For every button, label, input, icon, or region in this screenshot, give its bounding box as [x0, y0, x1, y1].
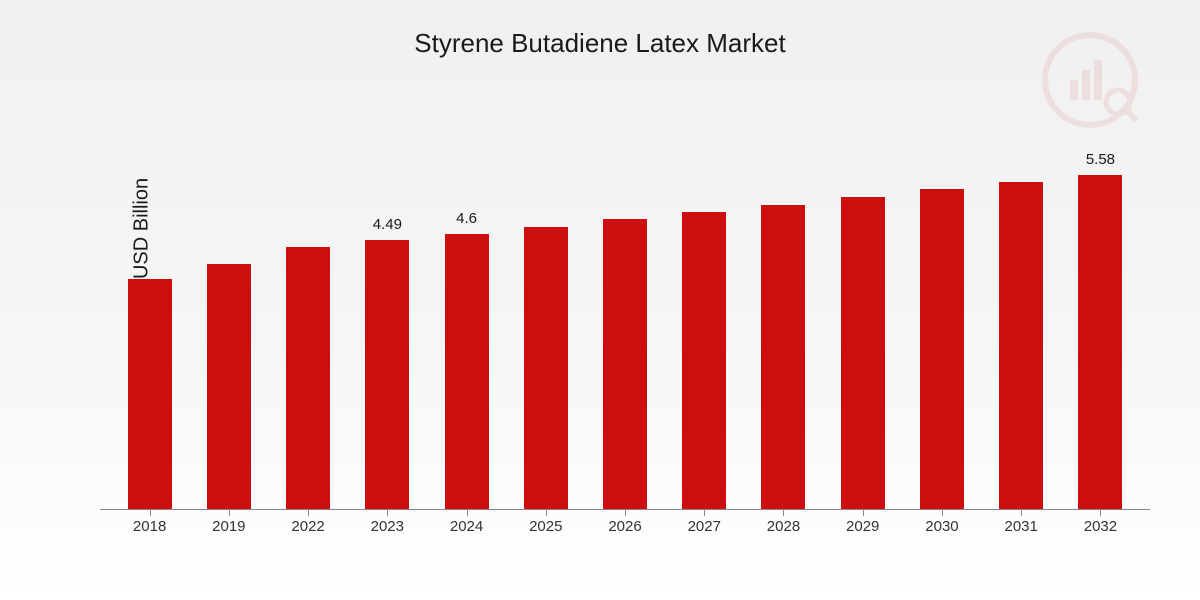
bar-wrapper: [982, 120, 1061, 509]
x-tick-label: 2030: [902, 510, 981, 540]
bar-wrapper: [506, 120, 585, 509]
chart-title: Styrene Butadiene Latex Market: [0, 0, 1200, 69]
bar: [524, 227, 568, 509]
bar-wrapper: [744, 120, 823, 509]
chart-container: 4.49 4.6 5.58 2018201920222023202420252026…: [100, 120, 1150, 540]
bar-value-label: 4.49: [373, 216, 402, 234]
bar: [445, 234, 489, 509]
x-tick-label: 2024: [427, 510, 506, 540]
bar-wrapper: [902, 120, 981, 509]
x-tick-label: 2031: [982, 510, 1061, 540]
x-tick-label: 2019: [189, 510, 268, 540]
watermark-logo: [1040, 30, 1140, 130]
bar: [761, 205, 805, 509]
bar: [128, 279, 172, 509]
x-tick-label: 2032: [1061, 510, 1140, 540]
bar-wrapper: [585, 120, 664, 509]
x-tick-label: 2029: [823, 510, 902, 540]
bar-wrapper: 5.58: [1061, 120, 1140, 509]
bars-group: 4.49 4.6 5.58: [100, 120, 1150, 509]
bar: [682, 212, 726, 509]
bar: [841, 197, 885, 509]
bar: [999, 182, 1043, 509]
bar: [920, 189, 964, 509]
bar: [1078, 175, 1122, 509]
bar-wrapper: 4.6: [427, 120, 506, 509]
bar-value-label: 5.58: [1086, 151, 1115, 169]
bar-wrapper: [189, 120, 268, 509]
x-tick-label: 2023: [348, 510, 427, 540]
bar: [603, 219, 647, 509]
bar-wrapper: [823, 120, 902, 509]
bar-wrapper: [110, 120, 189, 509]
x-axis-labels: 2018201920222023202420252026202720282029…: [100, 510, 1150, 540]
bar-value-label: 4.6: [456, 210, 477, 228]
bar-wrapper: [665, 120, 744, 509]
x-tick-label: 2018: [110, 510, 189, 540]
x-tick-label: 2025: [506, 510, 585, 540]
x-tick-label: 2028: [744, 510, 823, 540]
x-tick-label: 2027: [665, 510, 744, 540]
plot-area: 4.49 4.6 5.58: [100, 120, 1150, 510]
bar: [207, 264, 251, 509]
bar: [286, 247, 330, 509]
bar: [365, 240, 409, 509]
x-tick-label: 2026: [585, 510, 664, 540]
bar-wrapper: 4.49: [348, 120, 427, 509]
bar-wrapper: [268, 120, 347, 509]
x-tick-label: 2022: [268, 510, 347, 540]
